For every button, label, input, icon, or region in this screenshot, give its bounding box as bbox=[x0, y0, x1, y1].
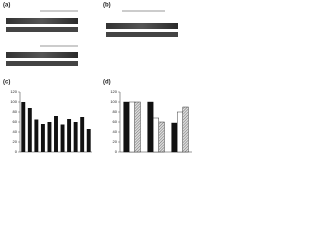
y-tick-label: 20 bbox=[13, 139, 18, 144]
y-tick-label: 100 bbox=[110, 99, 117, 104]
y-tick-label: 120 bbox=[110, 89, 117, 94]
bar bbox=[158, 121, 165, 153]
bar bbox=[182, 106, 189, 153]
bar bbox=[123, 101, 130, 153]
bar bbox=[128, 101, 135, 153]
bar bbox=[176, 111, 183, 153]
y-tick-label: 20 bbox=[113, 139, 118, 144]
y-tick-label: 0 bbox=[15, 149, 18, 154]
panel-label: (c) bbox=[3, 80, 10, 86]
y-tick-label: 80 bbox=[113, 109, 118, 114]
bar bbox=[67, 119, 72, 152]
y-tick-label: 100 bbox=[10, 99, 17, 104]
y-tick-label: 80 bbox=[13, 109, 18, 114]
bar bbox=[54, 116, 58, 152]
bar bbox=[147, 101, 154, 153]
bar bbox=[34, 119, 39, 152]
blot-b bbox=[106, 10, 178, 37]
y-tick-label: 60 bbox=[13, 119, 18, 124]
bar bbox=[171, 122, 178, 153]
y-tick-label: 60 bbox=[113, 119, 118, 124]
bar bbox=[134, 101, 141, 153]
blot-a bbox=[6, 10, 78, 66]
bar bbox=[40, 124, 45, 152]
y-tick-label: 40 bbox=[13, 129, 18, 134]
y-tick-label: 0 bbox=[115, 149, 118, 154]
panel-label: (d) bbox=[103, 80, 111, 86]
bar bbox=[27, 108, 32, 152]
y-tick-label: 40 bbox=[113, 129, 118, 134]
figure: (a) (b) (c) (d) 0 20 40 60 80 100 120 0 20 40 60 80… bbox=[3, 3, 192, 154]
bar bbox=[80, 117, 85, 152]
bar bbox=[73, 122, 78, 152]
bar bbox=[21, 102, 26, 152]
bar bbox=[60, 124, 65, 152]
bar bbox=[152, 117, 159, 153]
y-tick-label: 120 bbox=[10, 89, 17, 94]
panel-label: (b) bbox=[103, 3, 111, 9]
bar bbox=[86, 129, 91, 152]
panel-label: (a) bbox=[3, 3, 10, 9]
bar bbox=[47, 122, 52, 152]
